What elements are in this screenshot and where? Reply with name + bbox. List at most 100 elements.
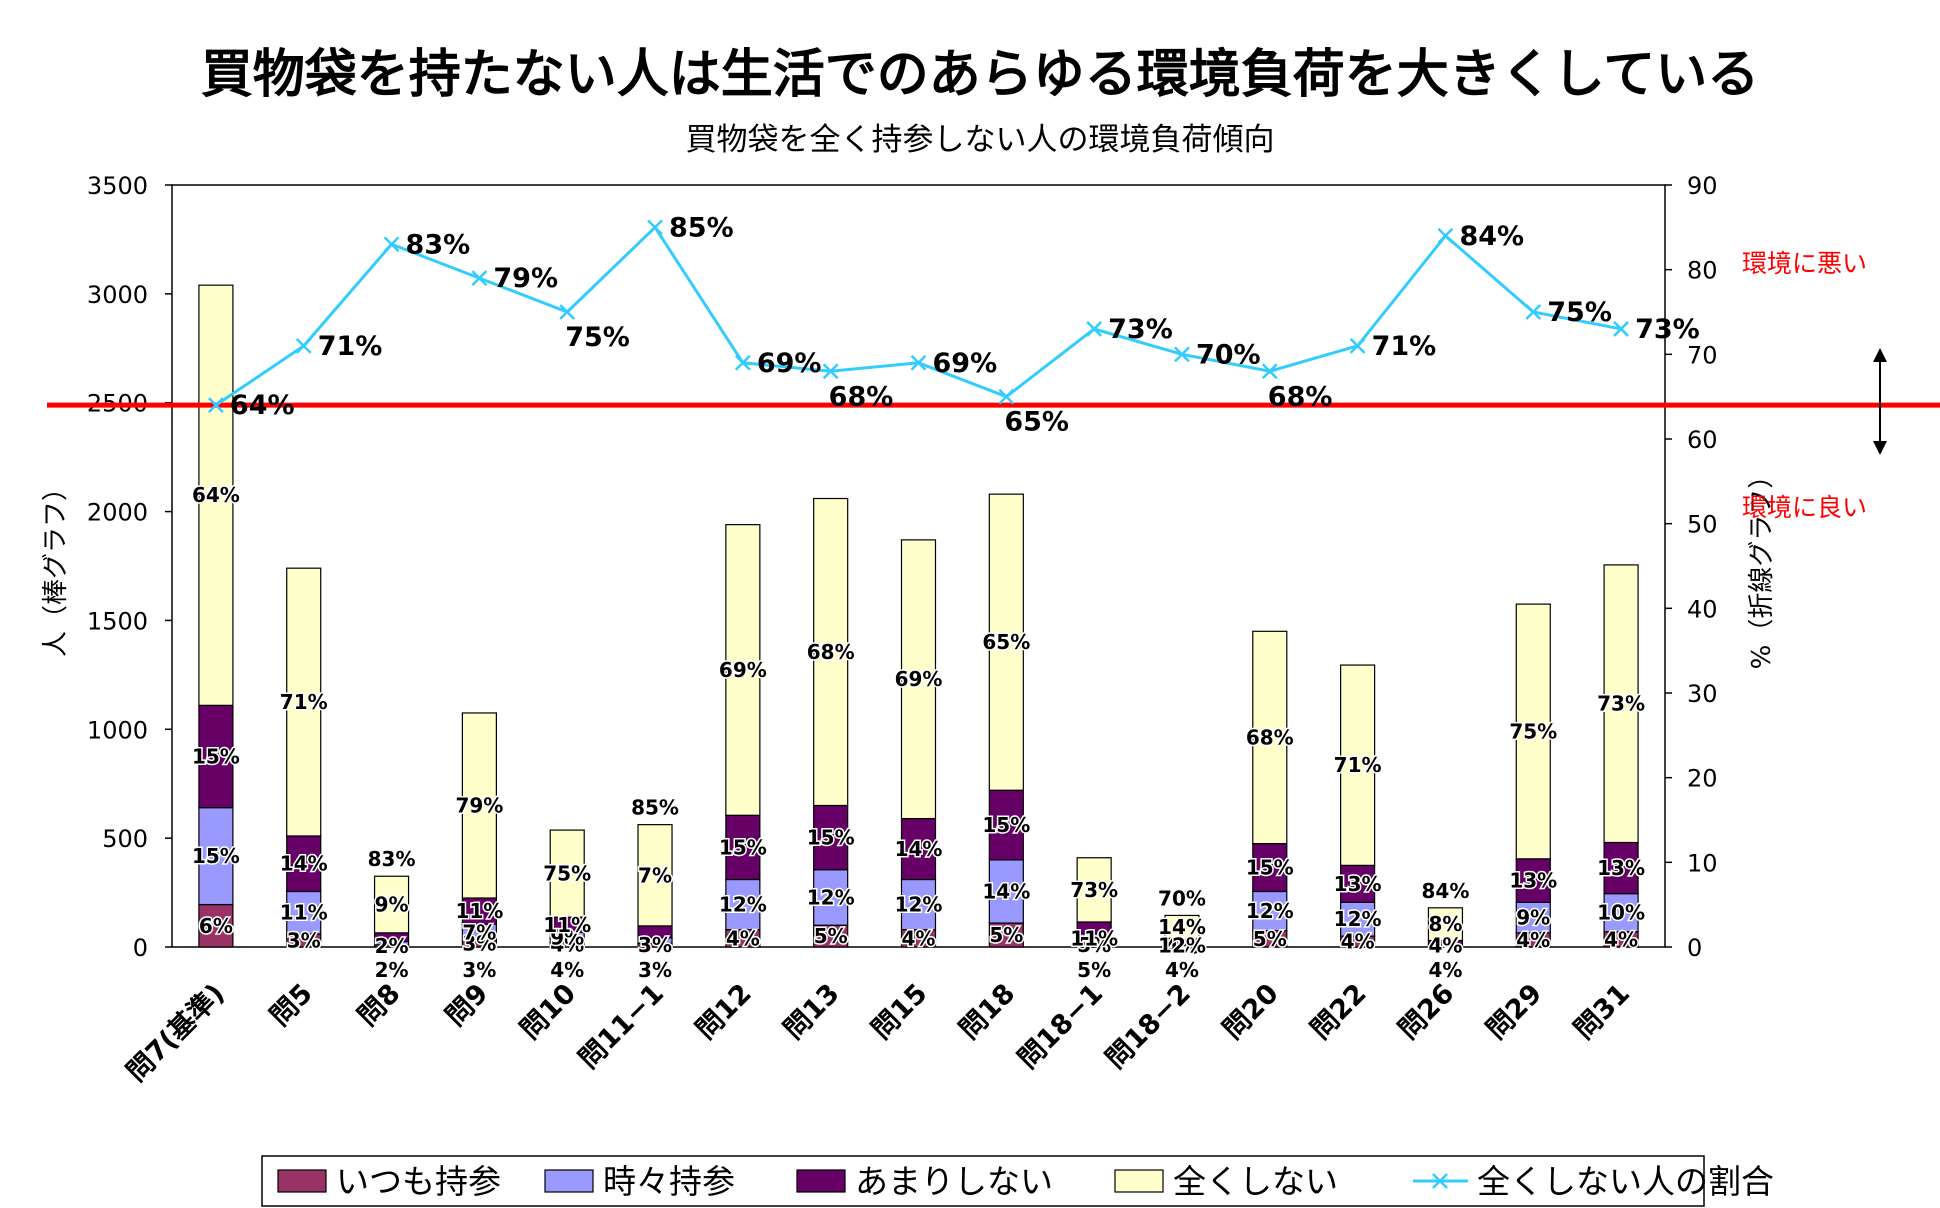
category-label: 問26 [1393,978,1461,1046]
bar-data-label: 64% [192,483,240,507]
category-label: 問31 [1568,978,1636,1046]
bar-data-label: 14% [1158,915,1206,939]
bar-data-label: 68% [1246,725,1294,749]
bar-data-label: 9% [550,925,584,949]
ratio-marker [1613,321,1629,337]
bar-segment [1515,858,1551,903]
chart-subtitle: 買物袋を全く持参しない人の環境負荷傾向 [686,122,1275,158]
ratio-label: 85% [669,212,734,243]
bar-data-label: 10% [1597,901,1645,925]
bar-segment [1340,664,1376,866]
bar-segment [900,539,937,820]
legend-swatch [277,1169,327,1193]
bar-segment [1427,907,1464,942]
y-tick-label: 1000 [87,716,148,744]
bar-data-label: 73% [1070,878,1118,902]
ratio-marker [998,388,1015,405]
ratio-label: 68% [1268,381,1333,412]
y2-tick-label: 90 [1687,172,1718,200]
ratio-label: 79% [493,263,558,294]
ratio-marker [910,354,927,371]
category-label: 問5 [264,978,318,1032]
bar-data-label: 11% [455,899,503,923]
y2-tick-label: 80 [1687,257,1718,285]
ratio-marker [1086,321,1103,337]
right-axis: 0 10 20 30 40 50 60 70 80 90 [1665,172,1718,962]
bar-segment [549,829,585,918]
category-label: 問18−2 [1100,978,1197,1075]
legend: いつも持参 時々持参 あまりしない 全くしない 全くしない人の割合 [261,1155,1774,1207]
category-label: 問22 [1305,978,1373,1046]
bar-data-label: 68% [807,640,855,664]
annotation-bad: 環境に悪い [1742,249,1867,278]
ratio-label: 83% [406,229,471,260]
bar-data-label: 3% [638,933,672,957]
y-tick-label: 1500 [87,607,148,635]
category-label: 問11−1 [573,978,670,1075]
ratio-marker [734,354,751,371]
bar-segment [1340,901,1376,937]
ratio-label: 75% [1547,297,1612,328]
ratio-label: 84% [1459,221,1524,252]
bar-data-label: 14% [280,852,328,876]
bar-bottom-label: 3% [462,958,496,982]
bar-data-label: 13% [1334,872,1382,896]
ratio-label: 71% [318,331,383,362]
y2-tick-label: 60 [1687,426,1718,454]
category-label: 問12 [690,978,758,1046]
bar-data-label: 12% [1246,899,1294,923]
ratio-marker [295,337,312,354]
bar-bottom-label: 2% [375,958,409,982]
bar-data-label: 11% [543,913,591,937]
bar-data-label: 4% [902,926,936,950]
y-tick-label: 3000 [87,281,148,309]
bar-segment [1076,857,1112,923]
ratio-marker [1174,346,1190,363]
bar-data-label: 15% [982,813,1030,837]
legend-label: 全くしない [1173,1162,1338,1201]
bar-data-label: 5% [1077,933,1111,957]
bar-data-label: 11% [1070,926,1118,950]
y2-axis-label: %（折線グラフ） [1747,463,1777,670]
annotation-good: 環境に良い [1742,493,1867,522]
bar-top-label: 85% [631,796,679,820]
bar-data-label: 15% [1246,856,1294,880]
ratio-label: 70% [1196,339,1261,370]
y-tick-label: 0 [133,934,148,962]
legend-swatch [1114,1169,1164,1193]
legend-label: 全くしない人の割合 [1477,1162,1774,1201]
bar-bottom-label: 5% [1077,958,1111,982]
double-arrow-icon [1873,348,1887,455]
bar-data-label: 15% [192,844,240,868]
ratio-label: 75% [565,322,630,353]
bar-segment [900,817,937,881]
bar-segment [1252,890,1288,932]
bar-segment [900,878,937,931]
bar-data-label: 7% [462,920,496,944]
y2-tick-label: 50 [1687,511,1718,539]
bar-top-label: 83% [368,847,416,871]
ratio-label: 68% [829,381,894,412]
bar-data-label: 12% [719,893,767,917]
bar-data-label: 13% [1597,856,1645,880]
y2-tick-label: 70 [1687,341,1718,369]
bar-top-label: 70% [1158,886,1206,910]
y-tick-label: 2000 [87,499,148,527]
bar-segment [198,903,234,948]
bar-data-label: 3% [287,928,321,952]
bar-data-label: 4% [1341,930,1375,954]
bar-data-label: 15% [807,826,855,850]
legend-swatch [544,1169,594,1193]
bar-data-label: 14% [982,879,1030,903]
bar-segment [1603,893,1639,933]
bar-segment [988,493,1024,791]
bar-data-label: 3% [462,932,496,956]
ratio-marker [559,304,576,320]
bar-data-label: 7% [638,863,672,887]
bar-data-label: 5% [1253,927,1287,951]
bar-bottom-label: 3% [638,958,672,982]
left-axis: 0500100015002000250030003500 [87,172,172,962]
ratio-marker [383,236,400,253]
ratio-line: 64%71%83%79%75%85%69%68%69%65%73%70%68%7… [208,212,1700,438]
